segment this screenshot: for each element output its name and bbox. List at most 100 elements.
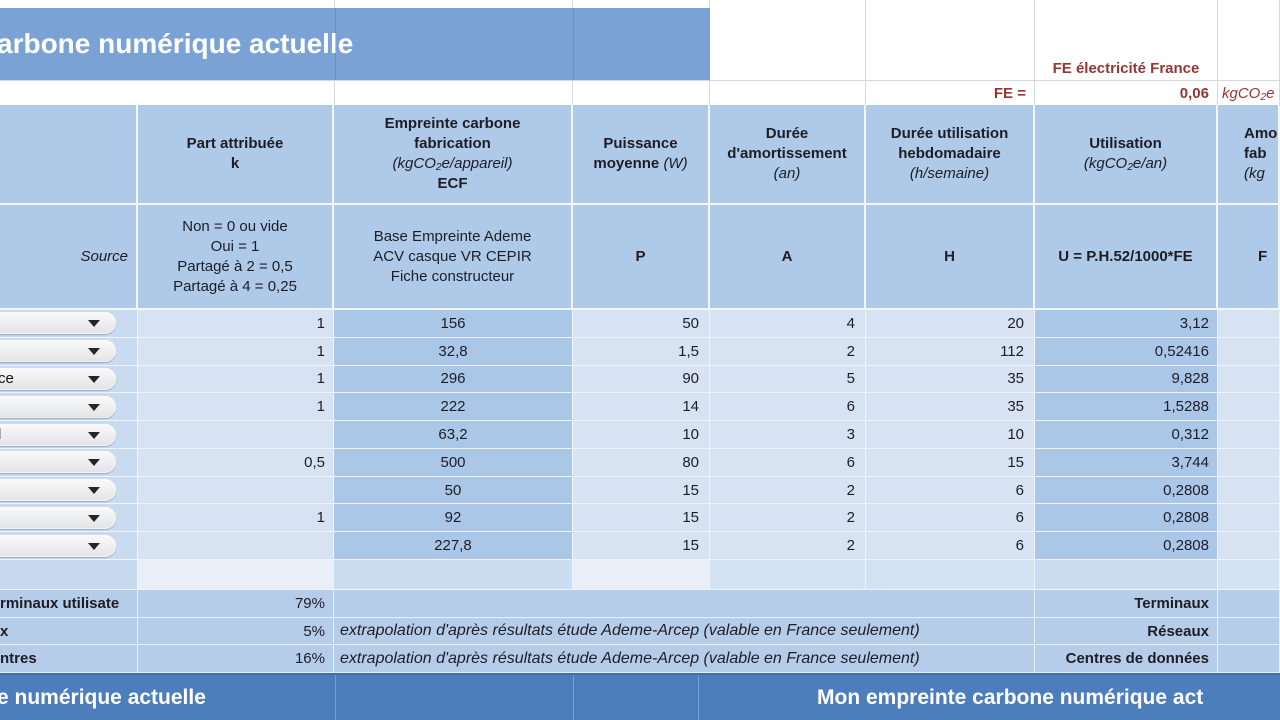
- grid-cell[interactable]: [0, 80, 335, 105]
- header-duree-amortissement[interactable]: Durée d'amortissement (an): [710, 105, 866, 205]
- summary-percent[interactable]: 16%: [138, 645, 334, 674]
- grid-cell[interactable]: [1035, 0, 1218, 8]
- header-duree-hebdomadaire[interactable]: Durée utilisation hebdomadaire (h/semain…: [866, 105, 1035, 205]
- header-amortissement-fabrication[interactable]: Amo fab (kg: [1218, 105, 1280, 205]
- device-dropdown[interactable]: [0, 504, 138, 533]
- subheader-source[interactable]: Source: [0, 205, 138, 310]
- cell-utilisation[interactable]: 9,828: [1035, 365, 1218, 394]
- cell-utilisation[interactable]: 3,744: [1035, 448, 1218, 477]
- subheader-h[interactable]: H: [866, 205, 1035, 310]
- cell-amortissement-fab[interactable]: [1218, 448, 1280, 477]
- cell-ecf[interactable]: 92: [334, 504, 573, 533]
- cell-puissance[interactable]: 1,5: [573, 337, 710, 366]
- summary-label[interactable]: x: [0, 617, 138, 646]
- grid-cell[interactable]: [866, 8, 1035, 80]
- cell-amortissement[interactable]: 6: [710, 448, 866, 477]
- subheader-k-rules[interactable]: Non = 0 ou vide Oui = 1 Partagé à 2 = 0,…: [138, 205, 334, 310]
- cell-ecf[interactable]: 296: [334, 365, 573, 394]
- cell-ecf[interactable]: 227,8: [334, 532, 573, 561]
- header-part-attribuee[interactable]: Part attribuée k: [138, 105, 334, 205]
- subheader-u-formula[interactable]: U = P.H.52/1000*FE: [1035, 205, 1218, 310]
- grid-cell[interactable]: [573, 80, 710, 105]
- cell-utilisation[interactable]: 3,12: [1035, 310, 1218, 338]
- cell-part-k[interactable]: [138, 476, 334, 505]
- summary-percent[interactable]: 5%: [138, 617, 334, 646]
- summary-note[interactable]: [334, 590, 1035, 618]
- device-dropdown[interactable]: [0, 393, 138, 422]
- fe-value-cell[interactable]: 0,06: [1035, 80, 1218, 105]
- cell-part-k[interactable]: [138, 421, 334, 449]
- cell-part-k[interactable]: 1: [138, 337, 334, 366]
- grid-cell[interactable]: [573, 0, 710, 8]
- cell-puissance[interactable]: 15: [573, 532, 710, 561]
- cell-ecf[interactable]: 50: [334, 476, 573, 505]
- cell-part-k[interactable]: 1: [138, 504, 334, 533]
- grid-cell[interactable]: [335, 0, 573, 8]
- cell-utilisation[interactable]: 0,2808: [1035, 532, 1218, 561]
- subheader-p[interactable]: P: [573, 205, 710, 310]
- cell-amortissement-fab[interactable]: [1218, 421, 1280, 449]
- grid-cell[interactable]: [573, 560, 710, 590]
- grid-cell[interactable]: [710, 560, 866, 590]
- cell-puissance[interactable]: 15: [573, 504, 710, 533]
- cell-hebdomadaire[interactable]: 6: [866, 504, 1035, 533]
- cell-amortissement-fab[interactable]: [1218, 504, 1280, 533]
- grid-cell[interactable]: [335, 80, 573, 105]
- header-utilisation[interactable]: Utilisation (kgCO₂e/an): [1035, 105, 1218, 205]
- subheader-ecf-sources[interactable]: Base Empreinte Ademe ACV casque VR CEPIR…: [334, 205, 573, 310]
- cell-amortissement[interactable]: 3: [710, 421, 866, 449]
- grid-cell[interactable]: [1218, 617, 1280, 646]
- cell-utilisation[interactable]: 0,2808: [1035, 476, 1218, 505]
- cell-amortissement-fab[interactable]: [1218, 310, 1280, 338]
- grid-cell[interactable]: [710, 80, 866, 105]
- cell-amortissement[interactable]: 5: [710, 365, 866, 394]
- cell-ecf[interactable]: 32,8: [334, 337, 573, 366]
- grid-cell[interactable]: [710, 8, 866, 80]
- summary-percent[interactable]: 79%: [138, 590, 334, 618]
- cell-hebdomadaire[interactable]: 10: [866, 421, 1035, 449]
- device-dropdown[interactable]: [0, 337, 138, 366]
- cell-hebdomadaire[interactable]: 35: [866, 365, 1035, 394]
- device-dropdown[interactable]: l: [0, 421, 138, 449]
- cell-amortissement[interactable]: 2: [710, 337, 866, 366]
- cell-puissance[interactable]: 14: [573, 393, 710, 422]
- cell-utilisation[interactable]: 0,312: [1035, 421, 1218, 449]
- device-dropdown[interactable]: [0, 310, 138, 338]
- cell-hebdomadaire[interactable]: 35: [866, 393, 1035, 422]
- fe-electricity-cell[interactable]: FE électricité France: [1035, 8, 1218, 80]
- device-dropdown[interactable]: [0, 448, 138, 477]
- grid-cell[interactable]: [866, 0, 1035, 8]
- cell-part-k[interactable]: 0,5: [138, 448, 334, 477]
- grid-cell[interactable]: [1035, 560, 1218, 590]
- grid-cell[interactable]: [334, 560, 573, 590]
- cell-puissance[interactable]: 15: [573, 476, 710, 505]
- summary-label[interactable]: rminaux utilisate: [0, 590, 138, 618]
- cell-amortissement-fab[interactable]: [1218, 365, 1280, 394]
- cell-puissance[interactable]: 10: [573, 421, 710, 449]
- cell-ecf[interactable]: 156: [334, 310, 573, 338]
- cell-ecf[interactable]: 222: [334, 393, 573, 422]
- cell-utilisation[interactable]: 0,2808: [1035, 504, 1218, 533]
- device-dropdown[interactable]: [0, 476, 138, 505]
- fe-unit-cell[interactable]: kgCO₂e: [1218, 80, 1280, 105]
- grid-cell[interactable]: [710, 0, 866, 8]
- fe-prefix-cell[interactable]: FE =: [866, 80, 1035, 105]
- grid-cell[interactable]: [1218, 8, 1280, 80]
- grid-cell[interactable]: [138, 560, 334, 590]
- grid-cell[interactable]: [1218, 0, 1280, 8]
- grid-cell[interactable]: [1218, 590, 1280, 618]
- grid-cell[interactable]: [866, 560, 1035, 590]
- summary-category[interactable]: Réseaux: [1035, 617, 1218, 646]
- cell-amortissement-fab[interactable]: [1218, 337, 1280, 366]
- cell-part-k[interactable]: 1: [138, 393, 334, 422]
- cell-amortissement-fab[interactable]: [1218, 476, 1280, 505]
- grid-cell[interactable]: [0, 0, 335, 8]
- cell-hebdomadaire[interactable]: 15: [866, 448, 1035, 477]
- cell-amortissement[interactable]: 2: [710, 476, 866, 505]
- grid-cell[interactable]: [1218, 560, 1280, 590]
- cell-hebdomadaire[interactable]: 6: [866, 476, 1035, 505]
- header-ecf[interactable]: Empreinte carbone fabrication (kgCO₂e/ap…: [334, 105, 573, 205]
- cell-amortissement[interactable]: 2: [710, 504, 866, 533]
- grid-cell[interactable]: [0, 560, 138, 590]
- cell-hebdomadaire[interactable]: 20: [866, 310, 1035, 338]
